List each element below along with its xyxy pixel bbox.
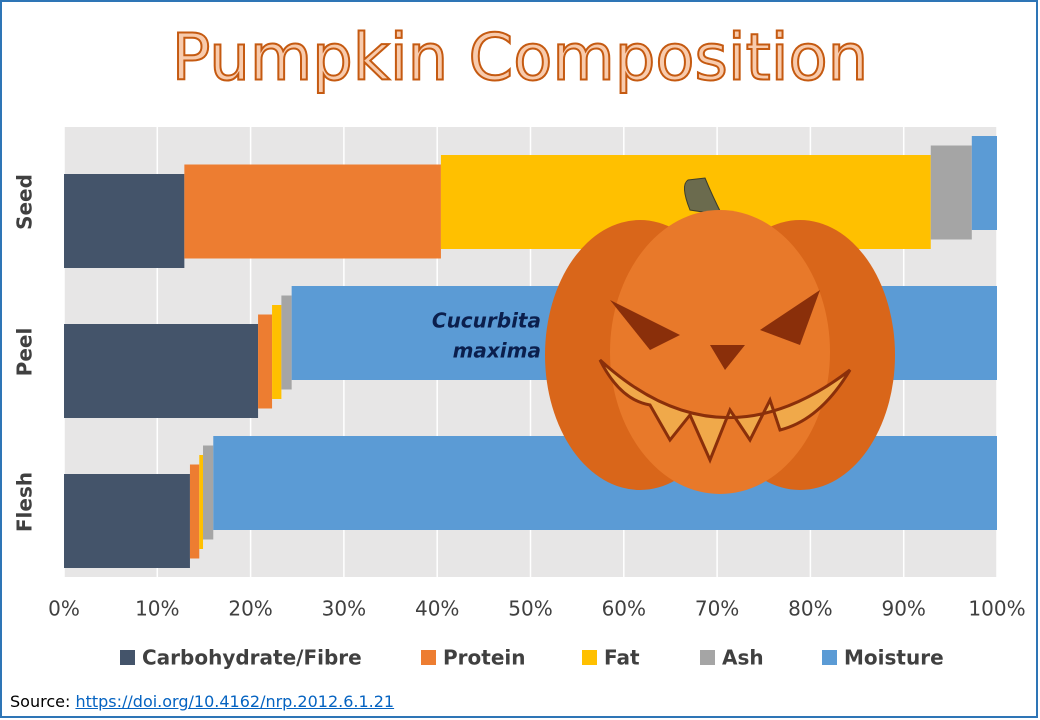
bar-segment [281,295,292,390]
legend-label: Fat [604,646,640,670]
annotation: Cucurbita [432,309,541,333]
x-tick-label: 60% [602,597,646,621]
x-tick-label: 80% [788,597,832,621]
pumpkin-mouth [598,358,852,464]
x-tick-label: 20% [228,597,272,621]
legend-label: Carbohydrate/Fibre [142,646,362,670]
pumpkin-stem [684,177,723,216]
pumpkin-eye [610,300,680,350]
pumpkin [545,177,895,494]
source: Source: https://doi.org/10.4162/nrp.2012… [10,692,394,711]
pumpkin-eye [760,290,820,345]
bar-segment [189,464,200,559]
x-tick-label: 40% [415,597,459,621]
bar-segment [64,474,190,568]
legend-swatch [421,650,436,665]
x-tick-label: 0% [48,597,80,621]
source-link[interactable]: https://doi.org/10.4162/nrp.2012.6.1.21 [75,692,395,711]
legend-swatch [582,650,597,665]
x-tick-label: 100% [968,597,1025,621]
x-tick-label: 90% [881,597,925,621]
y-tick-label: Peel [13,328,37,377]
legend-swatch [700,650,715,665]
bar-segment [64,324,259,418]
pumpkin-nose [710,345,745,370]
y-tick-label: Flesh [13,472,37,532]
annotation: maxima [453,339,541,363]
bar-segment [930,145,972,240]
bar-segment [64,174,185,268]
chart-title: Pumpkin Composition [172,22,868,96]
legend-label: Moisture [844,646,944,670]
bar-segment [272,305,282,399]
x-tick-label: 30% [322,597,366,621]
legend-swatch [120,650,135,665]
bar-segment [184,164,441,259]
bar-segment [258,314,273,409]
legend-label: Ash [722,646,764,670]
source-label: Source: [10,692,71,711]
bar-segment [203,445,214,540]
bar-segment [971,136,997,230]
legend-swatch [822,650,837,665]
x-tick-label: 50% [508,597,552,621]
x-tick-label: 10% [135,597,179,621]
x-tick-label: 70% [695,597,739,621]
legend-label: Protein [443,646,525,670]
y-tick-label: Seed [13,174,37,230]
bar-segment [199,455,204,549]
